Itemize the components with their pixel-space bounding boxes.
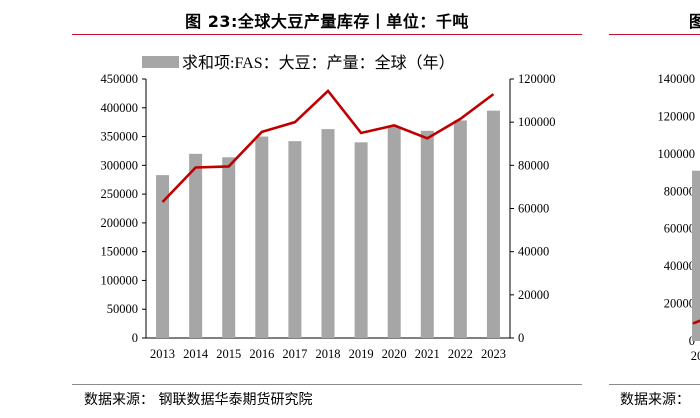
- bar: [387, 126, 401, 338]
- left-tick-label: 300000: [101, 158, 139, 172]
- bar: [222, 157, 236, 338]
- right-chart-tick-label: 0: [689, 334, 695, 348]
- left-tick-label: 400000: [101, 101, 139, 115]
- x-tick-label: 2013: [150, 347, 175, 361]
- right-chart-tick-label: 20000: [664, 297, 695, 311]
- right-title-rule: [609, 34, 700, 35]
- bar: [255, 136, 269, 338]
- left-tick-label: 0: [132, 331, 138, 345]
- right-chart-x-label: 20: [691, 349, 700, 363]
- series-line: [161, 88, 495, 203]
- x-tick-label: 2021: [415, 347, 440, 361]
- right-tick-label: 100000: [518, 115, 556, 129]
- x-tick-label: 2016: [249, 347, 274, 361]
- right-tick-label: 60000: [518, 202, 549, 216]
- legend-label: 求和项:FAS：大豆：产量：全球（年）: [182, 54, 455, 72]
- left-tick-label: 350000: [101, 130, 139, 144]
- right-chart-tick-label: 100000: [658, 147, 696, 161]
- right-source-rule: [609, 384, 700, 385]
- source-note: 数据来源： 钢联数据华泰期货研究院: [84, 392, 313, 408]
- bar: [420, 130, 434, 338]
- legend-swatch: [142, 56, 179, 68]
- x-tick-label: 2015: [216, 347, 241, 361]
- source-rule: [72, 384, 582, 385]
- bar: [486, 110, 500, 339]
- x-tick-label: 2017: [282, 347, 307, 361]
- chart-title: 图 23:全球大豆产量库存丨单位：千吨: [185, 12, 469, 31]
- right-tick-label: 20000: [518, 288, 549, 302]
- right-tick-label: 80000: [518, 158, 549, 172]
- x-tick-label: 2018: [316, 347, 341, 361]
- bar: [321, 129, 335, 338]
- right-tick-label: 120000: [518, 72, 556, 86]
- bar: [189, 153, 203, 338]
- right-chart-tick-label: 140000: [658, 72, 696, 86]
- right-chart-title: 图: [689, 12, 700, 31]
- right-tick-label: 0: [518, 331, 524, 345]
- right-chart-tick-label: 60000: [664, 222, 695, 236]
- left-tick-label: 450000: [101, 72, 139, 86]
- x-tick-label: 2019: [349, 347, 374, 361]
- right-chart-tick-label: 80000: [664, 184, 695, 198]
- right-chart-tick-label: 40000: [664, 259, 695, 273]
- x-tick-label: 2014: [183, 347, 209, 361]
- bar: [288, 141, 302, 338]
- x-tick-label: 2022: [448, 347, 473, 361]
- x-tick-label: 2023: [481, 347, 506, 361]
- right-chart-tick-label: 120000: [658, 109, 696, 123]
- left-tick-label: 100000: [101, 273, 139, 287]
- left-tick-label: 150000: [101, 245, 139, 259]
- left-tick-label: 250000: [101, 187, 139, 201]
- x-tick-label: 2020: [382, 347, 407, 361]
- bar: [156, 175, 170, 338]
- left-tick-label: 50000: [107, 302, 138, 316]
- bar: [453, 120, 467, 338]
- left-tick-label: 200000: [101, 216, 139, 230]
- bar: [354, 142, 368, 338]
- right-chart-bar: [692, 170, 700, 341]
- title-rule: [72, 34, 582, 35]
- right-tick-label: 40000: [518, 245, 549, 259]
- right-source-note: 数据来源：: [620, 392, 690, 408]
